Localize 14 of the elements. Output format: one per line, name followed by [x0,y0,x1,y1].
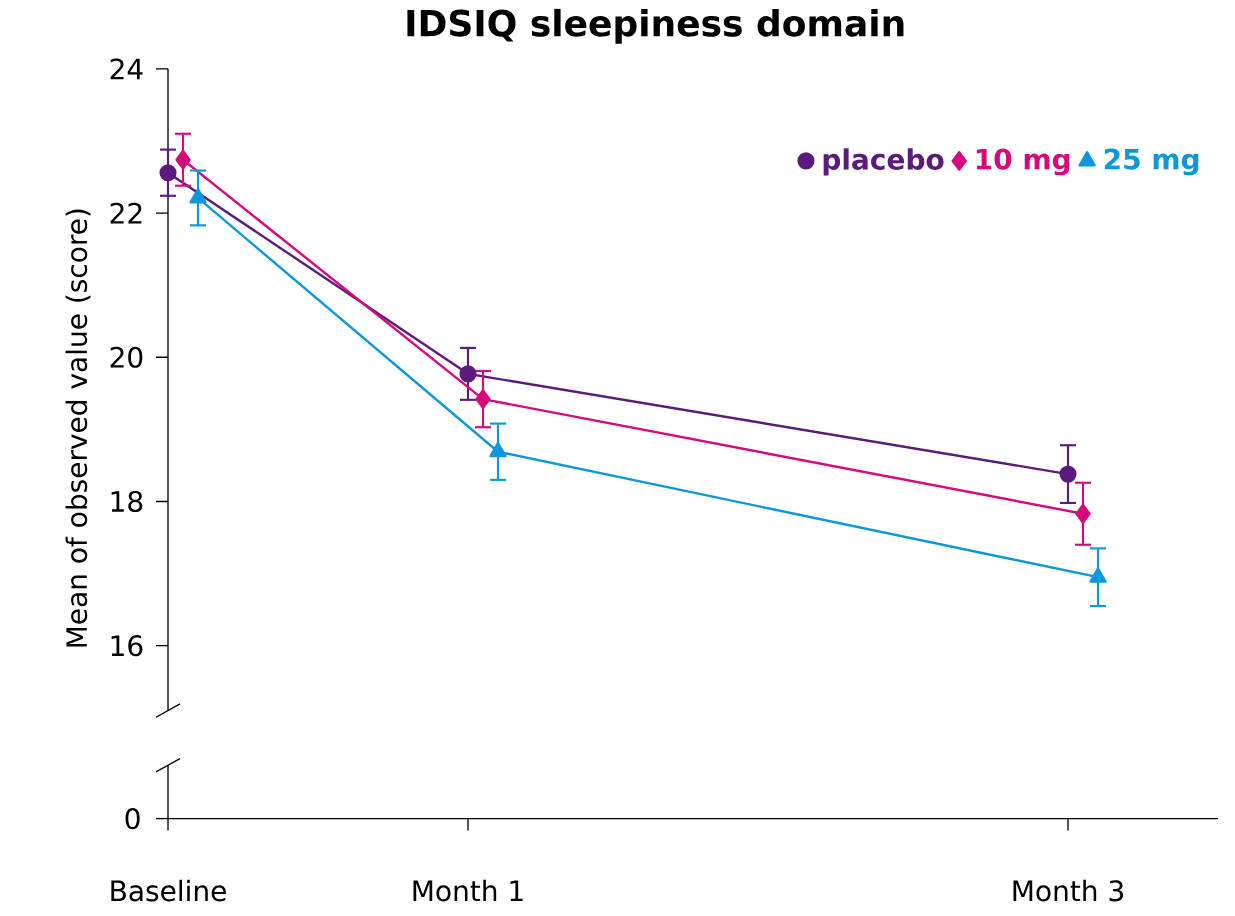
x-tick-label: Baseline [111,879,226,902]
y-tick-label: 20 [110,346,143,368]
x-tick-label: Month 1 [413,879,523,902]
y-tick-label: 22 [110,202,142,224]
legend-label: 10 mg [976,148,1070,176]
legend-label: placebo [823,148,944,176]
chart-title: IDSIQ sleepiness domain [407,8,904,44]
y-axis-title: Mean of observed value (score) [65,209,91,647]
y-tick-label: 24 [110,58,143,80]
legend-label: 25 mg [1104,148,1199,176]
x-tick-label: Month 3 [1013,879,1124,902]
text: 0 [125,808,140,830]
y-tick-label: 16 [111,635,143,657]
y-tick-label: 18 [111,490,143,513]
